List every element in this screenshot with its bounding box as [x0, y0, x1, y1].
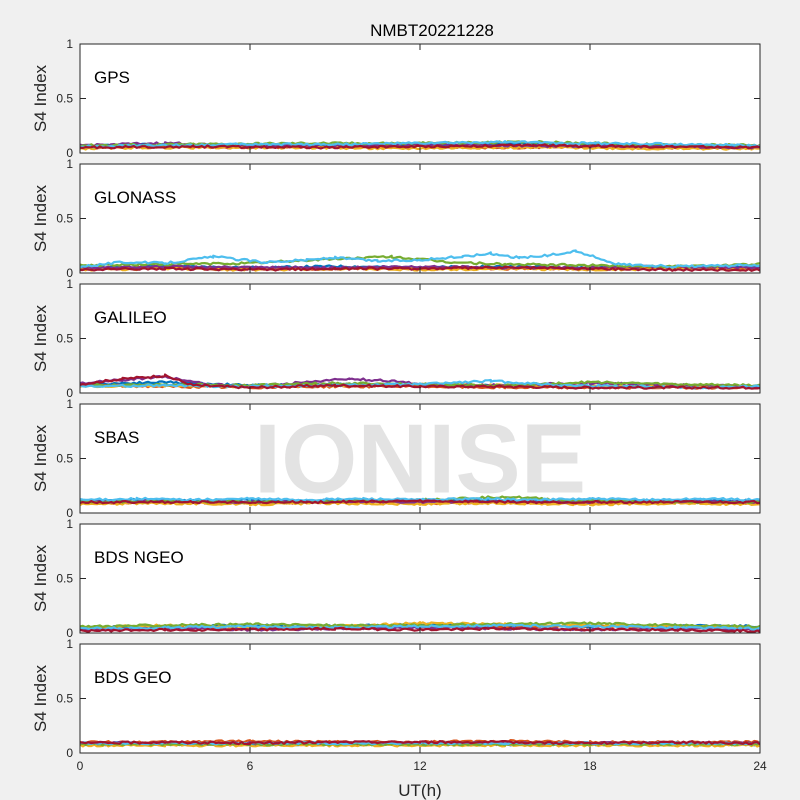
x-tick-label: 6: [247, 759, 254, 773]
plot-area: [80, 644, 760, 753]
plot-area: [80, 524, 760, 633]
series-line: [80, 249, 760, 269]
series-line: [80, 145, 760, 151]
series-line: [80, 621, 760, 629]
x-tick-label: 18: [583, 759, 597, 773]
y-tick-label: 1: [66, 157, 73, 171]
x-axis: 0 6 12 18 24: [77, 759, 767, 773]
y-tick-label: 0: [66, 626, 73, 640]
panel-label: SBAS: [94, 428, 139, 447]
panel-label: GLONASS: [94, 188, 176, 207]
panel-bds-ngeo: 0 0.5 1 S4 Index BDS NGEO: [31, 517, 761, 640]
y-tick-label: 0.5: [56, 332, 73, 346]
panel-sbas: IONISE 0 0.5 1 S4 Index SBAS: [31, 397, 761, 520]
plot-area: [80, 404, 760, 513]
panel-bds-geo: 0 0.5 1 S4 Index BDS GEO: [31, 637, 761, 760]
series-line: [80, 373, 760, 390]
y-tick-label: 0.5: [56, 572, 73, 586]
y-tick-label: 1: [66, 517, 73, 531]
watermark: IONISE: [254, 404, 586, 514]
panel-galileo: 0 0.5 1 S4 Index GALILEO: [31, 277, 761, 400]
y-tick-label: 0.5: [56, 452, 73, 466]
x-tick-label: 12: [413, 759, 427, 773]
y-axis-label: S4 Index: [31, 664, 50, 732]
y-tick-label: 1: [66, 637, 73, 651]
y-tick-label: 0.5: [56, 212, 73, 226]
y-tick-label: 0: [66, 146, 73, 160]
x-tick-label: 24: [753, 759, 767, 773]
series-line: [80, 623, 760, 631]
y-axis-label: S4 Index: [31, 184, 50, 252]
y-tick-label: 0.5: [56, 692, 73, 706]
plot-area: [80, 164, 760, 273]
panels-group: 0 0.5 1 S4 Index GPS 0 0.5 1 S4 Index GLONASS 0 0.5…: [31, 37, 761, 760]
chart-title: NMBT20221228: [370, 21, 494, 40]
panel-label: BDS GEO: [94, 668, 171, 687]
y-tick-label: 0: [66, 266, 73, 280]
y-axis-label: S4 Index: [31, 424, 50, 492]
panel-label: GPS: [94, 68, 130, 87]
panel-gps: 0 0.5 1 S4 Index GPS: [31, 37, 761, 160]
y-tick-label: 1: [66, 397, 73, 411]
y-tick-label: 0: [66, 506, 73, 520]
y-tick-label: 0: [66, 386, 73, 400]
series-line: [80, 143, 760, 150]
y-tick-label: 1: [66, 37, 73, 51]
y-axis-label: S4 Index: [31, 544, 50, 612]
x-axis-label: UT(h): [398, 781, 441, 800]
plot-area: [80, 44, 760, 153]
y-tick-label: 0: [66, 746, 73, 760]
series-line: [80, 499, 760, 505]
x-tick-label: 0: [77, 759, 84, 773]
y-tick-label: 0.5: [56, 92, 73, 106]
series-line: [80, 740, 760, 746]
panel-label: GALILEO: [94, 308, 167, 327]
y-tick-label: 1: [66, 277, 73, 291]
panel-label: BDS NGEO: [94, 548, 184, 567]
plot-area: [80, 284, 760, 393]
y-axis-label: S4 Index: [31, 64, 50, 132]
panel-glonass: 0 0.5 1 S4 Index GLONASS: [31, 157, 761, 280]
y-axis-label: S4 Index: [31, 304, 50, 372]
